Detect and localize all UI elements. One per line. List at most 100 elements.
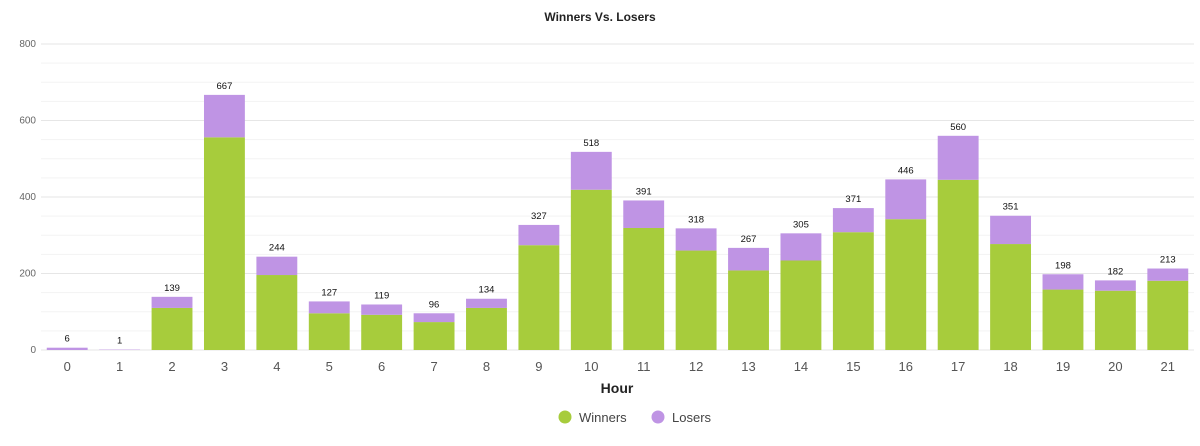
- bar-losers-13[interactable]: [728, 247, 769, 271]
- data-label-total: 182: [1107, 266, 1123, 277]
- data-label-total: 139: [164, 283, 180, 294]
- bar-losers-6[interactable]: [361, 304, 403, 315]
- bar-losers-21[interactable]: [1147, 268, 1189, 281]
- legend-marker: [651, 410, 665, 424]
- bar-losers-9[interactable]: [518, 224, 560, 246]
- bar-losers-18[interactable]: [990, 215, 1032, 245]
- bar-losers-15[interactable]: [832, 208, 874, 233]
- bar-winners-5[interactable]: [308, 313, 350, 350]
- bar-losers-7[interactable]: [413, 313, 455, 323]
- bar-winners-21[interactable]: [1147, 280, 1189, 350]
- x-tick-label: 20: [1108, 359, 1122, 374]
- bar-winners-18[interactable]: [990, 244, 1032, 350]
- bar-winners-17[interactable]: [937, 179, 979, 350]
- x-tick-label: 7: [430, 359, 437, 374]
- data-label-total: 6: [65, 334, 70, 345]
- bar-winners-8[interactable]: [466, 307, 507, 350]
- data-label-total: 446: [898, 165, 914, 176]
- data-label-total: 351: [1003, 202, 1019, 213]
- bar-series: [46, 94, 1189, 350]
- legend-item-losers[interactable]: Losers: [651, 410, 712, 425]
- data-label-total: 96: [429, 299, 440, 310]
- x-tick-label: 18: [1003, 359, 1017, 374]
- bar-losers-2[interactable]: [151, 296, 193, 308]
- data-label-total: 391: [636, 186, 652, 197]
- bar-winners-14[interactable]: [780, 260, 822, 350]
- data-label-total: 1: [117, 336, 122, 347]
- bar-losers-20[interactable]: [1094, 280, 1136, 291]
- data-label-total: 213: [1160, 255, 1176, 266]
- data-label-total: 327: [531, 211, 547, 222]
- legend: Winners Losers: [558, 410, 712, 425]
- x-tick-label: 19: [1056, 359, 1070, 374]
- bar-losers-11[interactable]: [623, 200, 665, 228]
- data-label-total: 198: [1055, 260, 1071, 271]
- bar-winners-3[interactable]: [203, 137, 245, 350]
- bar-winners-4[interactable]: [256, 275, 298, 350]
- x-tick-label: 11: [637, 359, 651, 374]
- y-tick-label: 200: [19, 269, 36, 280]
- data-label-total: 134: [479, 285, 495, 296]
- legend-item-winners[interactable]: Winners: [558, 410, 628, 425]
- y-tick-label: 400: [19, 192, 36, 203]
- x-tick-label: 8: [483, 359, 490, 374]
- bar-losers-19[interactable]: [1042, 274, 1084, 290]
- x-tick-label: 2: [168, 359, 175, 374]
- x-tick-label: 9: [535, 359, 542, 374]
- bar-losers-8[interactable]: [466, 298, 507, 308]
- data-label-total: 560: [950, 122, 966, 133]
- bar-winners-19[interactable]: [1042, 289, 1084, 350]
- bar-winners-15[interactable]: [832, 232, 874, 350]
- bar-winners-2[interactable]: [151, 307, 193, 350]
- y-tick-label: 800: [19, 39, 36, 50]
- bar-winners-13[interactable]: [728, 270, 769, 350]
- x-tick-label: 21: [1161, 359, 1175, 374]
- x-tick-label: 4: [273, 359, 280, 374]
- legend-marker: [558, 410, 572, 424]
- legend-label: Losers: [672, 410, 712, 425]
- bar-losers-12[interactable]: [675, 228, 717, 251]
- bar-losers-10[interactable]: [570, 151, 612, 190]
- bar-losers-14[interactable]: [780, 233, 822, 261]
- bar-losers-17[interactable]: [937, 135, 979, 180]
- bar-winners-16[interactable]: [885, 219, 927, 350]
- x-tick-label: 1: [116, 359, 123, 374]
- x-tick-label: 16: [899, 359, 913, 374]
- x-tick-label: 5: [326, 359, 333, 374]
- x-tick-label: 17: [951, 359, 965, 374]
- bar-losers-3[interactable]: [203, 94, 245, 138]
- x-tick-label: 3: [221, 359, 228, 374]
- data-label-total: 267: [741, 234, 757, 245]
- x-tick-label: 15: [846, 359, 860, 374]
- bar-winners-7[interactable]: [413, 322, 455, 350]
- x-tick-label: 14: [794, 359, 808, 374]
- bar-winners-20[interactable]: [1094, 290, 1136, 350]
- bar-losers-0[interactable]: [46, 347, 88, 350]
- data-label-total: 318: [688, 214, 704, 225]
- legend-label: Winners: [579, 410, 627, 425]
- x-tick-label: 6: [378, 359, 385, 374]
- y-axis-ticks: 0 200 400 600 800: [19, 39, 36, 356]
- data-label-total: 127: [321, 287, 337, 298]
- x-tick-label: 10: [584, 359, 598, 374]
- bar-losers-4[interactable]: [256, 256, 298, 276]
- bar-winners-10[interactable]: [570, 189, 612, 350]
- x-tick-label: 13: [741, 359, 755, 374]
- bar-winners-6[interactable]: [361, 314, 403, 350]
- bar-winners-11[interactable]: [623, 227, 665, 350]
- data-label-total: 305: [793, 219, 809, 230]
- data-label-total: 119: [374, 290, 389, 301]
- x-tick-label: 12: [689, 359, 703, 374]
- x-axis-title: Hour: [601, 380, 634, 396]
- data-labels: 6 1 139 667 244 127 119 96 134 327 518 391 318 267 305…: [65, 81, 1176, 347]
- bar-losers-16[interactable]: [885, 179, 927, 220]
- bar-winners-9[interactable]: [518, 245, 560, 350]
- x-tick-label: 0: [64, 359, 71, 374]
- bar-winners-12[interactable]: [675, 250, 717, 350]
- data-label-total: 371: [845, 194, 861, 205]
- data-label-total: 518: [583, 138, 599, 149]
- bar-losers-5[interactable]: [308, 301, 350, 314]
- chart-title: Winners Vs. Losers: [544, 10, 656, 24]
